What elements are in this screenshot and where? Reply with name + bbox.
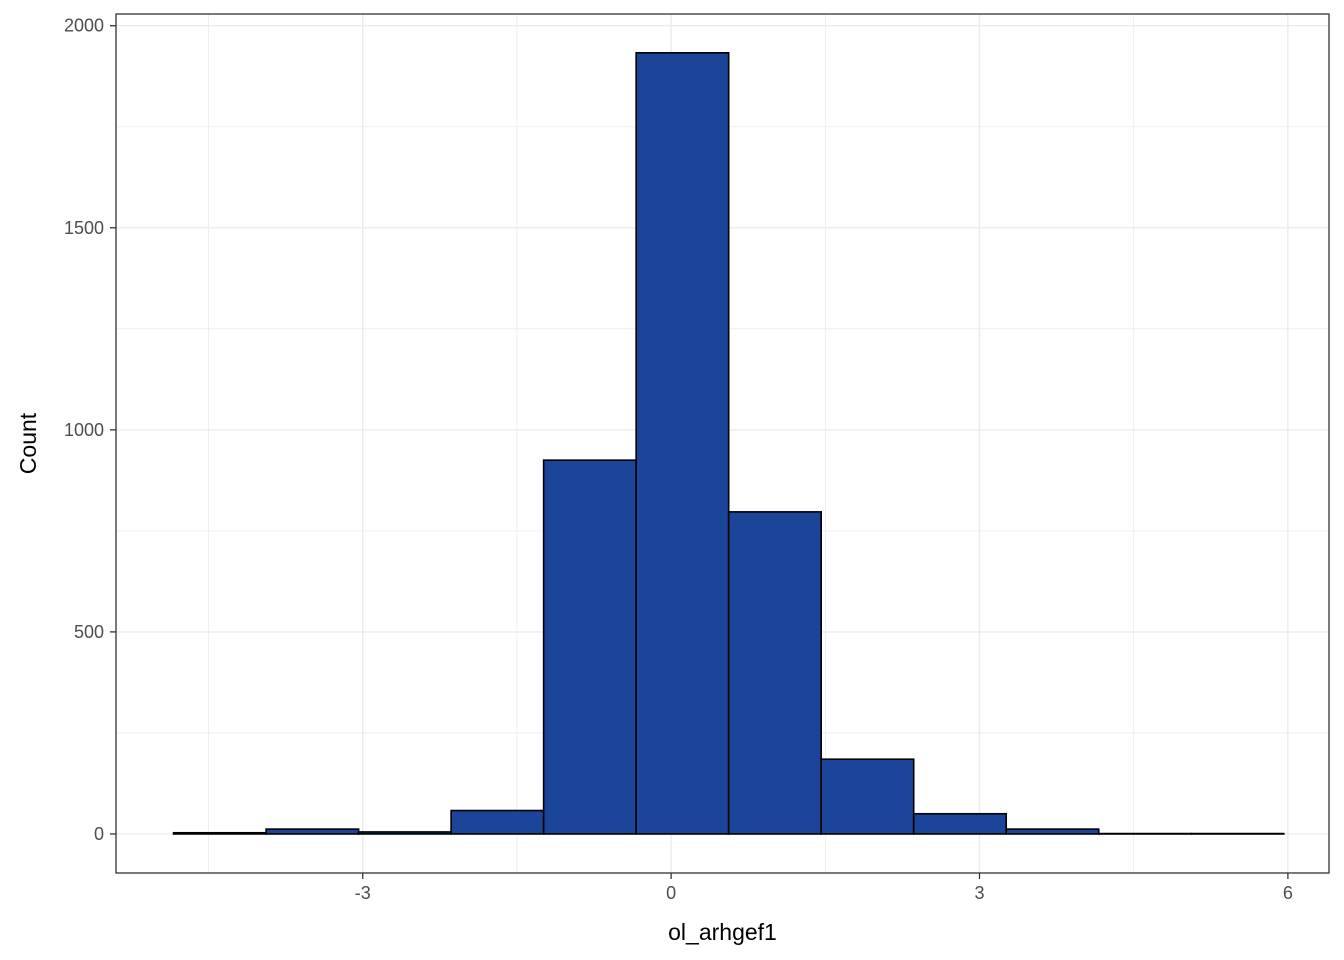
histogram-bar (820, 758, 915, 835)
histogram-bar (172, 831, 267, 835)
x-axis-title: ol_arhgef1 (668, 919, 777, 945)
histogram-bar (1005, 828, 1100, 835)
histogram-bars (172, 51, 1285, 835)
panel-border (115, 13, 1330, 874)
x-tick-label: 0 (666, 883, 676, 903)
histogram-bar (542, 459, 637, 835)
y-tick-label: 2000 (64, 16, 104, 36)
x-tick-label: 6 (1283, 883, 1293, 903)
y-tick-label: 0 (94, 824, 104, 844)
histogram-bar (357, 831, 452, 835)
y-axis: 0 500 1000 1500 2000 (64, 16, 116, 844)
histogram-bar (912, 812, 1008, 835)
histogram-bar (727, 511, 822, 835)
x-tick-label: -3 (355, 883, 371, 903)
histogram-bar (635, 51, 730, 835)
y-tick-label: 1000 (64, 420, 104, 440)
y-tick-label: 1500 (64, 218, 104, 238)
y-tick-label: 500 (74, 622, 104, 642)
histogram-bar (450, 809, 545, 835)
x-tick-label: 3 (974, 883, 984, 903)
y-axis-title: Count (15, 412, 41, 474)
histogram-bar (265, 828, 360, 835)
x-axis: -3 0 3 6 (355, 873, 1293, 903)
